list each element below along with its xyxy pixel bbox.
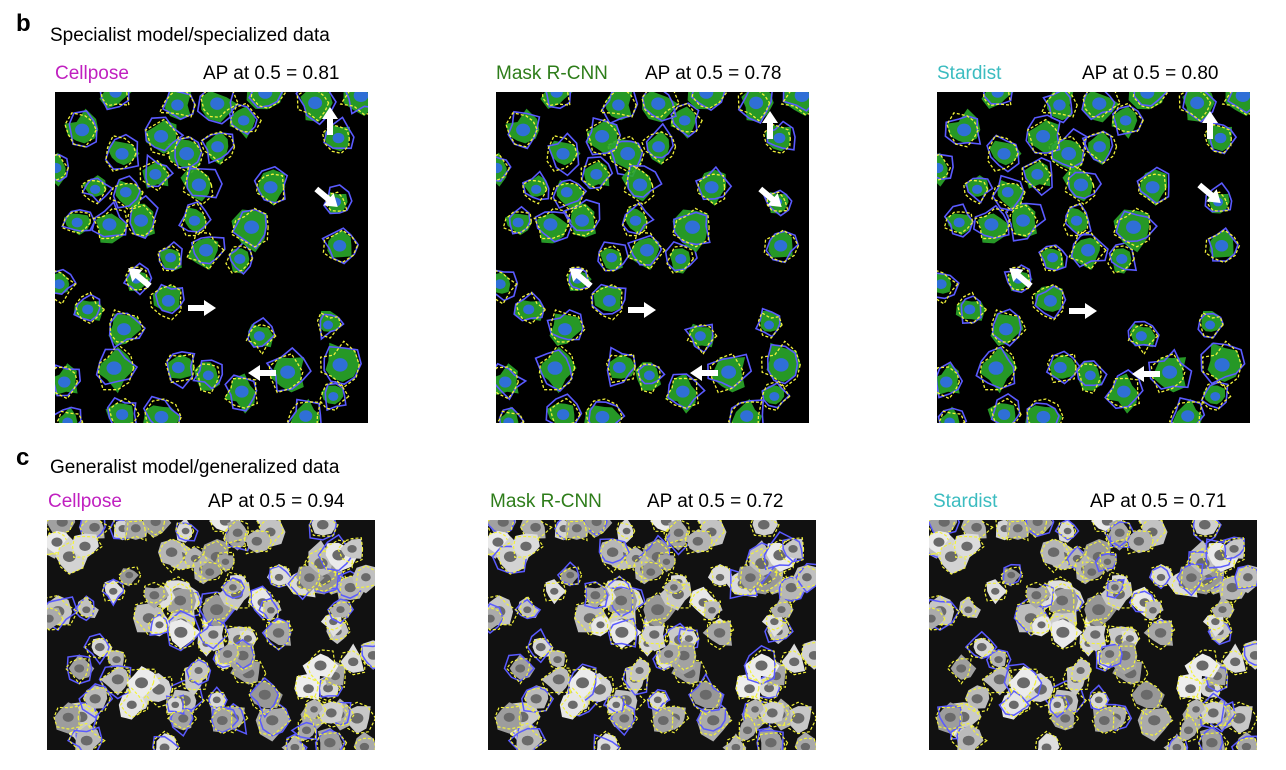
cell-outlines-overlay <box>47 520 375 750</box>
segmentation-image-stardist-c <box>929 520 1257 750</box>
arrow-icon <box>1069 303 1097 319</box>
arrow-icon <box>248 365 276 381</box>
cell-outlines-overlay <box>929 520 1257 750</box>
model-name-maskrcnn-c: Mask R-CNN <box>490 491 602 512</box>
segmentation-image-maskrcnn-b <box>496 92 809 423</box>
panel-letter-b: b <box>16 10 31 37</box>
arrow-icon <box>123 262 155 292</box>
cell-outlines-overlay <box>488 520 816 750</box>
segmentation-image-cellpose-b <box>55 92 368 423</box>
model-name-cellpose-c: Cellpose <box>48 491 122 512</box>
model-name-stardist-c: Stardist <box>933 491 998 512</box>
arrow-icon <box>1194 179 1226 209</box>
arrow-icon <box>188 300 216 316</box>
section-title-b: Specialist model/specialized data <box>50 25 330 46</box>
ap-score-cellpose-c: AP at 0.5 = 0.94 <box>208 491 345 512</box>
arrow-icon <box>628 302 656 318</box>
arrow-icon <box>311 183 343 213</box>
arrow-icon <box>1132 366 1160 382</box>
segmentation-image-maskrcnn-c <box>488 520 816 750</box>
cell-outlines-overlay <box>55 92 368 423</box>
arrow-icon <box>690 365 718 381</box>
arrow-icon <box>322 107 338 135</box>
section-title-c: Generalist model/generalized data <box>50 457 340 478</box>
ap-score-maskrcnn-c: AP at 0.5 = 0.72 <box>647 491 784 512</box>
arrow-icon <box>762 111 778 139</box>
arrow-icon <box>1202 111 1218 139</box>
arrow-icon <box>1004 262 1036 292</box>
model-name-maskrcnn-b: Mask R-CNN <box>496 63 608 84</box>
cell-outlines-overlay <box>496 92 809 423</box>
model-name-cellpose-b: Cellpose <box>55 63 129 84</box>
cell-outlines-overlay <box>937 92 1250 423</box>
segmentation-image-cellpose-c <box>47 520 375 750</box>
arrow-icon <box>564 262 596 292</box>
ap-score-maskrcnn-b: AP at 0.5 = 0.78 <box>645 63 782 84</box>
segmentation-image-stardist-b <box>937 92 1250 423</box>
model-name-stardist-b: Stardist <box>937 63 1002 84</box>
ap-score-cellpose-b: AP at 0.5 = 0.81 <box>203 63 340 84</box>
ap-score-stardist-b: AP at 0.5 = 0.80 <box>1082 63 1219 84</box>
ap-score-stardist-c: AP at 0.5 = 0.71 <box>1090 491 1227 512</box>
panel-letter-c: c <box>16 444 30 471</box>
arrow-icon <box>755 183 787 213</box>
